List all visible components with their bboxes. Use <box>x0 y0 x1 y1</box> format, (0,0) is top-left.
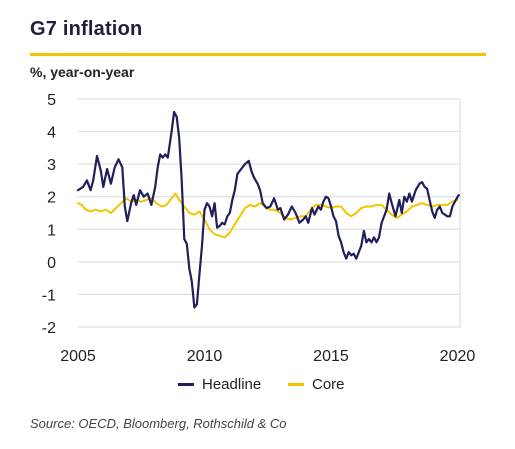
series-line-headline <box>76 110 460 309</box>
x-tick-label: 2010 <box>187 348 223 365</box>
y-tick-label: 5 <box>47 92 56 109</box>
y-tick-label: -1 <box>42 287 56 304</box>
y-tick-label: 4 <box>47 125 56 142</box>
x-axis-ticks: 2005 2010 2015 2020 <box>60 348 475 365</box>
y-axis-ticks: -2 -1 0 1 2 3 4 5 <box>42 92 56 337</box>
chart-title: G7 inflation <box>30 18 143 40</box>
y-tick-label: 0 <box>47 255 56 272</box>
legend: Headline Core <box>0 376 515 398</box>
x-tick-label: 2020 <box>440 348 476 365</box>
series-lines <box>76 110 460 309</box>
y-tick-label: -2 <box>42 320 56 337</box>
y-tick-label: 1 <box>47 222 56 239</box>
unit-label: %, year-on-year <box>30 64 135 80</box>
legend-label-core: Core <box>312 376 345 393</box>
x-tick-label: 2005 <box>60 348 96 365</box>
y-tick-label: 3 <box>47 157 56 174</box>
legend-label-headline: Headline <box>202 376 262 393</box>
legend-item-headline: Headline <box>178 376 261 393</box>
title-underline <box>30 53 486 56</box>
y-tick-label: 2 <box>47 190 56 207</box>
source-note: Source: OECD, Bloomberg, Rothschild & Co <box>30 416 287 431</box>
x-tick-label: 2015 <box>313 348 349 365</box>
legend-swatch-headline <box>178 383 194 386</box>
legend-item-core: Core <box>288 376 345 393</box>
grid-lines <box>78 98 461 328</box>
legend-swatch-core <box>288 383 304 386</box>
